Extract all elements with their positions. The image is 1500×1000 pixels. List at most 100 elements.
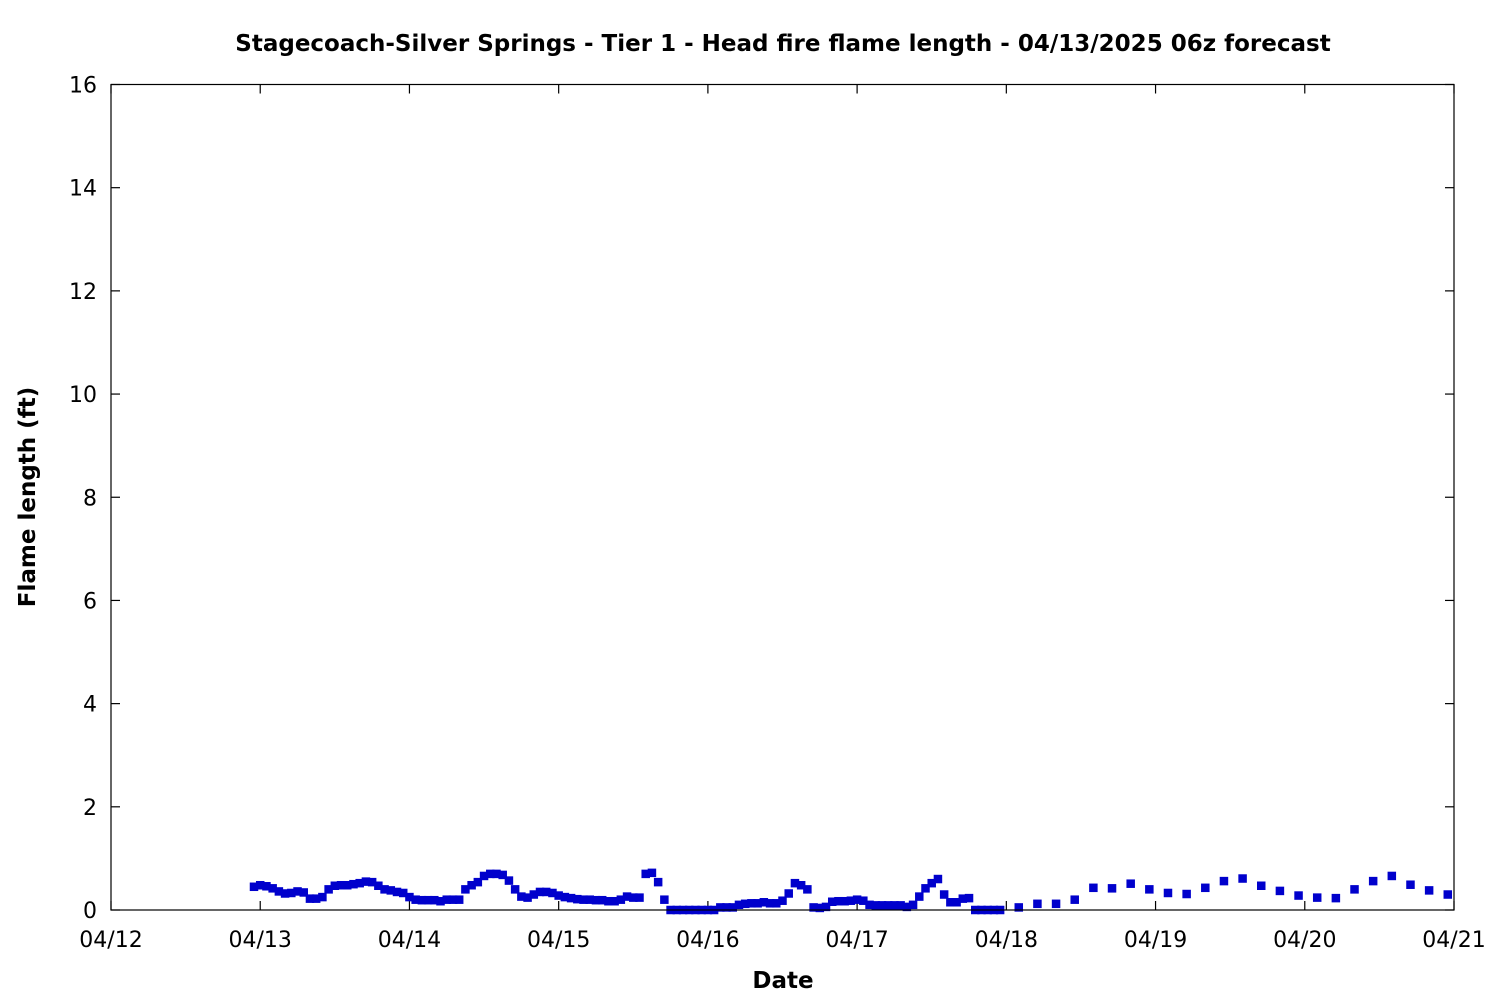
data-point: [361, 877, 371, 886]
data-point: [454, 895, 464, 904]
data-point: [641, 869, 650, 879]
data-point: [311, 894, 321, 903]
data-point: [436, 896, 445, 906]
data-point: [293, 887, 302, 896]
data-point: [622, 892, 632, 901]
data-point: [343, 880, 352, 890]
data-point: [734, 900, 744, 910]
data-point: [716, 903, 725, 912]
data-point: [796, 880, 806, 890]
x-tick-label: 04/15: [527, 928, 590, 953]
data-points: [249, 868, 1453, 915]
data-point: [423, 895, 433, 905]
x-tick-label: 04/13: [229, 928, 292, 953]
data-point: [784, 889, 793, 898]
data-point: [1312, 893, 1322, 902]
data-point: [249, 882, 259, 892]
data-point: [840, 896, 849, 906]
data-point: [262, 882, 271, 891]
data-point: [1275, 886, 1285, 896]
data-point: [274, 887, 284, 896]
data-point: [566, 893, 576, 903]
data-point: [579, 895, 588, 904]
data-point: [821, 902, 831, 912]
data-point: [355, 878, 364, 888]
data-point: [392, 887, 402, 897]
data-point: [859, 896, 868, 905]
data-point: [330, 881, 340, 890]
data-point: [498, 870, 507, 880]
data-point: [877, 901, 887, 910]
data-point: [1051, 899, 1061, 909]
data-point: [523, 893, 532, 902]
data-point: [765, 899, 775, 908]
x-tick-label: 04/21: [1422, 928, 1485, 953]
data-point: [815, 903, 825, 913]
data-point: [747, 899, 756, 908]
data-point: [827, 897, 837, 906]
x-tick-label: 04/18: [975, 928, 1038, 953]
data-point: [660, 895, 669, 904]
data-point: [318, 892, 327, 902]
data-point: [958, 894, 968, 903]
y-tick-label: 16: [69, 74, 97, 99]
data-point: [933, 874, 943, 884]
data-point: [268, 884, 277, 893]
data-point: [448, 895, 458, 904]
data-point: [635, 893, 644, 902]
data-point: [1145, 885, 1154, 894]
data-point: [1443, 890, 1453, 899]
data-point: [417, 895, 427, 905]
x-tick-label: 04/19: [1124, 928, 1187, 953]
data-point: [883, 901, 893, 910]
data-point: [1424, 886, 1434, 895]
data-point: [946, 898, 955, 907]
plot-frame: [110, 83, 1455, 911]
data-point: [790, 878, 800, 888]
y-tick-label: 2: [83, 796, 97, 821]
data-point: [722, 903, 731, 912]
data-point: [405, 892, 414, 902]
data-point: [1089, 883, 1098, 893]
y-tick-label: 4: [83, 693, 97, 718]
data-point: [1014, 903, 1024, 912]
data-point: [728, 903, 738, 912]
data-point: [591, 895, 601, 905]
data-point: [1070, 895, 1079, 904]
data-point: [324, 885, 333, 894]
data-point: [1350, 885, 1359, 894]
data-point: [548, 888, 557, 898]
data-point: [616, 895, 626, 904]
data-point: [1033, 899, 1042, 909]
data-point: [492, 869, 501, 879]
data-point: [1406, 880, 1415, 889]
data-point: [1368, 876, 1378, 886]
data-point: [846, 896, 856, 905]
data-point: [336, 880, 346, 890]
data-point: [871, 901, 881, 910]
data-point: [908, 900, 918, 910]
data-point: [1219, 876, 1229, 886]
data-point: [803, 885, 812, 894]
data-point: [759, 898, 769, 907]
data-point: [1387, 871, 1397, 881]
data-point: [504, 876, 514, 885]
data-point: [305, 894, 315, 903]
data-point: [952, 898, 961, 907]
data-point: [896, 901, 905, 910]
x-tick-label: 04/17: [825, 928, 888, 953]
data-point: [1331, 893, 1341, 903]
data-point: [740, 899, 750, 909]
data-point: [510, 885, 520, 894]
data-point: [280, 889, 290, 898]
axis-ticks: 04/12 04/13 04/14 04/15 04/16 04/17 04/18 04/19…: [69, 74, 1486, 954]
data-point: [902, 902, 912, 912]
data-point: [809, 903, 818, 912]
data-point: [411, 895, 420, 904]
data-point: [430, 895, 439, 905]
data-point: [560, 892, 570, 902]
y-tick-label: 10: [69, 383, 97, 408]
data-point: [597, 895, 607, 905]
data-point: [921, 884, 930, 893]
